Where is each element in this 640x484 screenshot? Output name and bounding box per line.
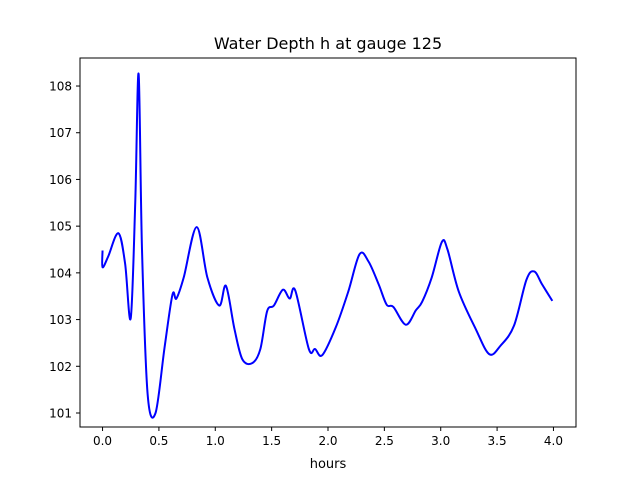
x-tick-label: 1.0: [206, 434, 225, 448]
y-tick-label: 105: [49, 220, 72, 234]
x-tick-label: 3.0: [431, 434, 450, 448]
y-tick-label: 103: [49, 313, 72, 327]
x-axis-label: hours: [310, 457, 347, 472]
y-tick-label: 106: [49, 173, 72, 187]
x-tick-label: 1.5: [262, 434, 281, 448]
x-tick-label: 0.5: [149, 434, 168, 448]
y-tick-label: 107: [49, 126, 72, 140]
y-tick-label: 101: [49, 406, 72, 420]
y-tick-label: 104: [49, 266, 72, 280]
chart-title: Water Depth h at gauge 125: [214, 34, 442, 53]
y-tick-label: 108: [49, 80, 72, 94]
x-tick-label: 4.0: [544, 434, 563, 448]
series-line-h: [101, 72, 554, 419]
axes-frame: [79, 57, 577, 428]
y-tick-label: 102: [49, 360, 72, 374]
x-tick-label: 3.5: [488, 434, 507, 448]
x-tick-label: 2.0: [318, 434, 337, 448]
x-tick-label: 0.0: [93, 434, 112, 448]
x-tick-label: 2.5: [375, 434, 394, 448]
